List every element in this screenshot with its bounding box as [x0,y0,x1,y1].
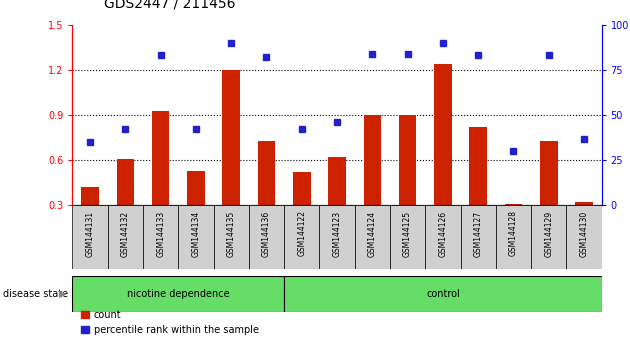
Bar [355,205,390,269]
Legend: count, percentile rank within the sample: count, percentile rank within the sample [77,306,263,338]
Text: GSM144131: GSM144131 [86,210,94,257]
Text: disease state: disease state [3,289,68,299]
Bar [434,64,452,251]
Bar [293,172,311,251]
Text: GSM144132: GSM144132 [121,210,130,257]
Text: GDS2447 / 211456: GDS2447 / 211456 [104,0,236,11]
Bar [249,205,284,269]
Bar [284,205,319,269]
Bar [531,205,566,269]
Bar [505,204,522,251]
Text: GSM144134: GSM144134 [192,210,200,257]
Bar [425,205,461,269]
Bar [319,205,355,269]
Bar [461,205,496,269]
Bar [117,159,134,251]
Text: GSM144130: GSM144130 [580,210,588,257]
Text: ▶: ▶ [59,289,66,299]
Text: GSM144126: GSM144126 [438,210,447,257]
Bar [143,205,178,269]
Text: GSM144136: GSM144136 [262,210,271,257]
Bar [214,205,249,269]
Text: GSM144133: GSM144133 [156,210,165,257]
Bar [364,115,381,251]
Bar [152,110,169,251]
Text: GSM144129: GSM144129 [544,210,553,257]
Bar [390,205,425,269]
Text: GSM144124: GSM144124 [368,210,377,257]
Bar [108,205,143,269]
Bar [284,276,602,312]
Text: GSM144125: GSM144125 [403,210,412,257]
Bar [258,141,275,251]
Bar [469,127,487,251]
Bar [496,205,531,269]
Bar [81,187,99,251]
Bar [575,202,593,251]
Bar [566,205,602,269]
Bar [178,205,214,269]
Text: GSM144122: GSM144122 [297,210,306,256]
Bar [222,70,240,251]
Text: control: control [426,289,460,299]
Bar [328,157,346,251]
Text: nicotine dependence: nicotine dependence [127,289,229,299]
Bar [399,115,416,251]
Bar [187,171,205,251]
Text: GSM144127: GSM144127 [474,210,483,257]
Text: GSM144128: GSM144128 [509,210,518,256]
Bar [540,141,558,251]
Text: GSM144123: GSM144123 [333,210,341,257]
Text: GSM144135: GSM144135 [227,210,236,257]
Bar [72,276,284,312]
Bar [72,205,108,269]
